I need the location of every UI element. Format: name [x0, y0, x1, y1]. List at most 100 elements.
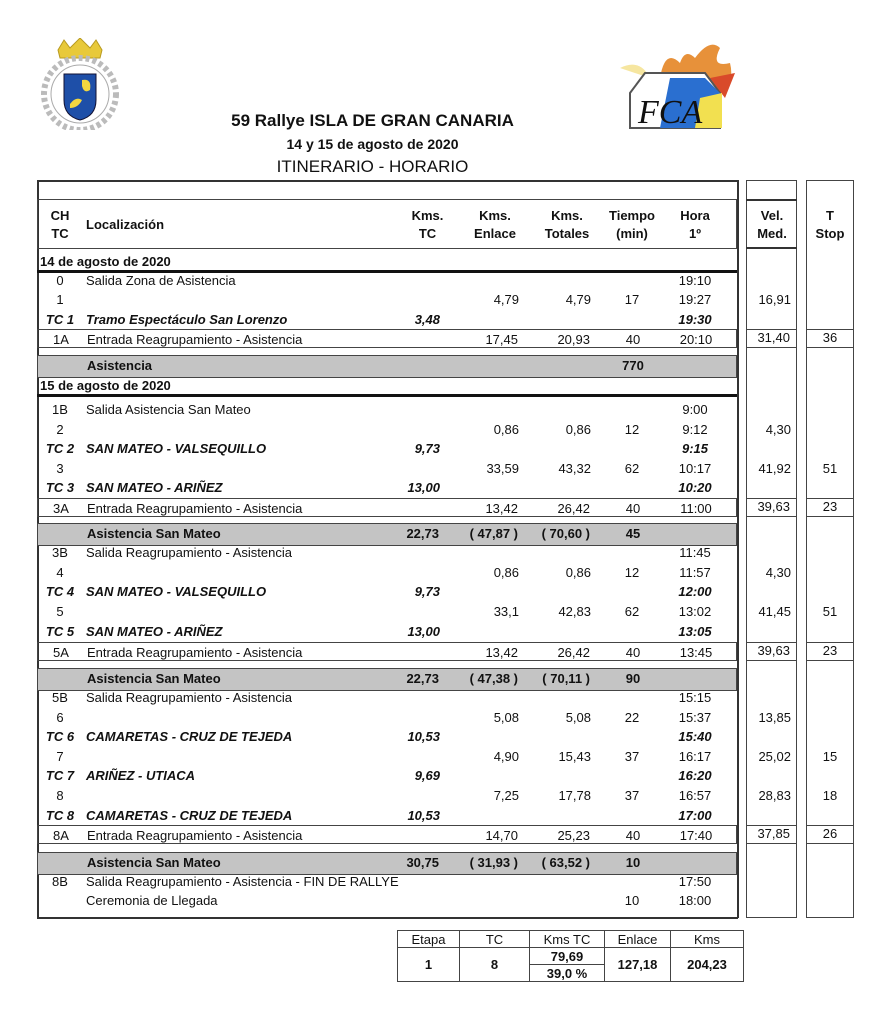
- table-header: [37, 199, 737, 249]
- kms-totales-cell: 42,83: [558, 604, 591, 619]
- federation-logo: [41, 38, 119, 130]
- date-header-row: 14 de agosto de 2020: [37, 252, 737, 271]
- divider: [746, 199, 797, 201]
- hora-cell: 11:00: [680, 501, 712, 516]
- hora-cell: 19:27: [678, 292, 712, 307]
- t-stop-cell: 15: [822, 749, 838, 764]
- table-row: Ceremonia de Llegada 10 18:00: [37, 891, 737, 910]
- hora-cell: 19:30: [678, 312, 712, 327]
- table-row: 0 Salida Zona de Asistencia 19:10: [37, 271, 737, 290]
- hora-cell: 15:37: [678, 710, 712, 725]
- kms-tc-cell: 9,69: [414, 768, 440, 783]
- tiempo-cell: 22: [624, 710, 640, 725]
- ch-cell: 6: [56, 710, 64, 725]
- kms-enlace-cell: 13,42: [485, 645, 518, 660]
- table-row: 8 7,25 17,78 37 16:57: [37, 786, 737, 805]
- kms-totales-cell: ( 70,60 ): [541, 526, 590, 541]
- table-row: 1A Entrada Reagrupamiento - Asistencia 17,…: [37, 329, 737, 348]
- ch-cell: TC 1: [45, 312, 75, 327]
- ch-cell: 5: [56, 604, 64, 619]
- summary-header: TC: [459, 930, 530, 948]
- summary-kms-tc: 79,69: [529, 947, 605, 965]
- t-stop-cell: 23: [806, 498, 854, 517]
- tiempo-cell: 17: [624, 292, 640, 307]
- col-t-stop: T Stop: [815, 208, 845, 241]
- divider: [737, 180, 739, 918]
- vel-med-cell: 28,83: [758, 788, 791, 803]
- vel-med-cell: 16,91: [758, 292, 791, 307]
- ch-cell: 2: [56, 422, 64, 437]
- t-stop-cell: 51: [822, 604, 838, 619]
- kms-totales-cell: 0,86: [565, 422, 591, 437]
- table-row: 7 4,90 15,43 37 16:17: [37, 747, 737, 766]
- ch-cell: 1: [56, 292, 64, 307]
- col-ch-tc: CH TC: [50, 208, 70, 241]
- vel-med-cell: 13,85: [758, 710, 791, 725]
- kms-tc-cell: 13,00: [407, 624, 440, 639]
- divider: [37, 394, 737, 397]
- hora-cell: 10:17: [678, 461, 712, 476]
- kms-enlace-cell: 13,42: [485, 501, 518, 516]
- hora-cell: 9:00: [682, 402, 708, 417]
- divider: [37, 270, 737, 273]
- summary-etapa: 1: [397, 947, 460, 982]
- ch-cell: 3B: [52, 545, 68, 560]
- location-cell: Entrada Reagrupamiento - Asistencia: [87, 828, 303, 843]
- location-cell: Entrada Reagrupamiento - Asistencia: [87, 332, 303, 347]
- hora-cell: 13:45: [679, 645, 713, 660]
- divider: [37, 180, 737, 182]
- location-cell: SAN MATEO - VALSEQUILLO: [86, 441, 267, 456]
- kms-enlace-cell: 5,08: [493, 710, 519, 725]
- summary-table: Etapa TC Kms TC Enlace Kms 1 8 79,69 127…: [397, 930, 744, 982]
- fca-logo: FCA: [620, 44, 735, 131]
- stage-row: TC 3 SAN MATEO - ARIÑEZ 13,00 10:20: [37, 478, 737, 497]
- location-cell: Asistencia San Mateo: [87, 855, 221, 870]
- assistance-row: Asistencia San Mateo 30,75 ( 31,93 ) ( 63,5…: [37, 852, 737, 875]
- vel-med-cell: 41,45: [758, 604, 791, 619]
- stage-row: TC 7 ARIÑEZ - UTIACA 9,69 16:20: [37, 766, 737, 785]
- ch-cell: 8A: [53, 828, 69, 843]
- kms-enlace-cell: 7,25: [493, 788, 519, 803]
- kms-totales-cell: 25,23: [557, 828, 590, 843]
- hora-cell: 18:00: [678, 893, 712, 908]
- hora-cell: 16:17: [678, 749, 712, 764]
- t-stop-cell: 23: [806, 642, 854, 661]
- kms-totales-cell: 26,42: [557, 645, 590, 660]
- location-cell: SAN MATEO - ARIÑEZ: [86, 624, 223, 639]
- kms-enlace-cell: ( 31,93 ): [469, 855, 518, 870]
- ch-cell: 5B: [52, 690, 68, 705]
- kms-totales-cell: 26,42: [557, 501, 590, 516]
- kms-enlace-cell: ( 47,38 ): [469, 671, 518, 686]
- table-row: 2 0,86 0,86 12 9:12: [37, 420, 737, 439]
- location-cell: Asistencia San Mateo: [87, 671, 221, 686]
- tiempo-cell: 12: [624, 565, 640, 580]
- kms-tc-cell: 22,73: [406, 526, 439, 541]
- hora-cell: 17:50: [678, 874, 712, 889]
- col-hora: Hora 1º: [680, 208, 710, 241]
- col-kms-tc: Kms. TC: [411, 208, 444, 241]
- col-kms-totales: Kms. Totales: [544, 208, 590, 241]
- tiempo-cell: 62: [624, 604, 640, 619]
- stage-row: TC 2 SAN MATEO - VALSEQUILLO 9,73 9:15: [37, 439, 737, 458]
- stage-row: TC 5 SAN MATEO - ARIÑEZ 13,00 13:05: [37, 622, 737, 641]
- summary-tc: 8: [459, 947, 530, 982]
- divider: [37, 180, 39, 918]
- tiempo-cell: 37: [624, 749, 640, 764]
- kms-tc-cell: 10,53: [407, 808, 440, 823]
- kms-tc-cell: 30,75: [406, 855, 439, 870]
- hora-cell: 12:00: [678, 584, 712, 599]
- ch-cell: 8B: [52, 874, 68, 889]
- vel-med-cell: 31,40: [746, 329, 797, 348]
- location-cell: Entrada Reagrupamiento - Asistencia: [87, 501, 303, 516]
- tiempo-cell: 45: [625, 526, 641, 541]
- location-cell: SAN MATEO - VALSEQUILLO: [86, 584, 267, 599]
- kms-enlace-cell: 14,70: [485, 828, 518, 843]
- ch-cell: 3A: [53, 501, 69, 516]
- hora-cell: 20:10: [679, 332, 713, 347]
- location-cell: Entrada Reagrupamiento - Asistencia: [87, 645, 303, 660]
- tiempo-cell: 12: [624, 422, 640, 437]
- table-row: 1 4,79 4,79 17 19:27: [37, 290, 737, 309]
- summary-header: Enlace: [604, 930, 671, 948]
- ch-cell: TC 6: [45, 729, 75, 744]
